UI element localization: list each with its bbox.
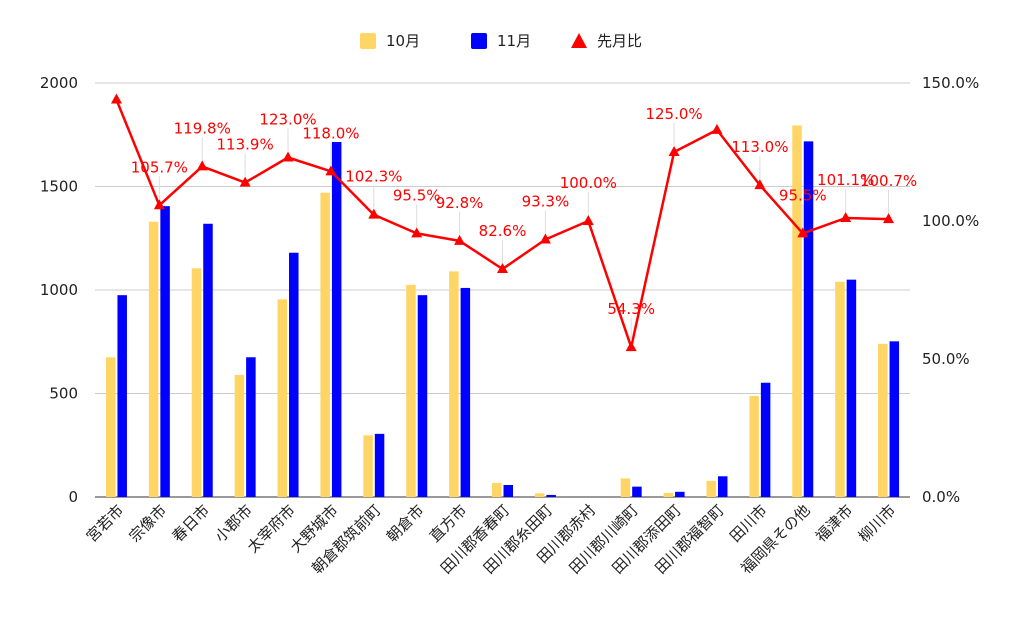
- ratio-point: [883, 213, 895, 224]
- x-category-label: 宗像市: [126, 501, 171, 546]
- bar-oct: [835, 281, 845, 497]
- bar-oct: [406, 284, 416, 497]
- ratio-data-label: 93.3%: [522, 192, 570, 210]
- bar-oct: [363, 435, 373, 497]
- y-right-tick-label: 0.0%: [922, 488, 960, 506]
- x-category-label: 柳川市: [855, 501, 900, 546]
- ratio-data-label: 82.6%: [479, 222, 527, 240]
- bar-nov: [160, 206, 170, 498]
- ratio-point: [668, 146, 680, 156]
- ratio-point: [110, 93, 122, 104]
- bar-nov: [760, 382, 771, 497]
- bar-nov: [675, 491, 685, 497]
- bar-nov: [632, 486, 642, 497]
- bar-nov: [846, 279, 857, 497]
- ratio-point: [153, 199, 165, 210]
- ratio-data-label: 100.7%: [860, 172, 917, 190]
- legend-label: 11月: [497, 32, 531, 50]
- bar-oct: [663, 492, 674, 497]
- ratio-data-label: 54.3%: [607, 300, 655, 318]
- y-right-tick-label: 50.0%: [922, 350, 970, 368]
- ratio-data-label: 105.7%: [131, 158, 188, 176]
- bar-nov: [803, 141, 814, 497]
- x-category-label: 朝倉市: [383, 501, 428, 546]
- bar-nov: [889, 341, 900, 497]
- gridlines: [95, 82, 910, 498]
- bars: [105, 125, 900, 498]
- bar-nov: [374, 433, 385, 497]
- bar-oct: [620, 478, 631, 497]
- bar-oct: [706, 480, 716, 497]
- x-category-label: 宮若市: [83, 501, 128, 546]
- ratio-point: [239, 176, 251, 187]
- bar-oct: [320, 192, 330, 497]
- x-category-label: 福津市: [812, 501, 857, 546]
- ratio-point: [840, 211, 852, 222]
- bar-nov: [203, 223, 213, 497]
- bar-nov: [417, 295, 428, 497]
- ratio-point: [325, 165, 337, 176]
- bar-nov: [460, 287, 471, 497]
- y-left-tick-label: 0: [68, 488, 78, 506]
- ratio-point: [711, 123, 723, 134]
- ratio-point: [754, 179, 766, 190]
- x-category-label: 春日市: [169, 501, 214, 546]
- bar-oct: [148, 221, 159, 497]
- bar-nov: [331, 141, 342, 497]
- ratio-data-label: 100.0%: [560, 174, 617, 192]
- y-left-tick-label: 1500: [40, 178, 78, 196]
- ratio-point: [454, 234, 466, 245]
- legend-swatch: [471, 33, 487, 49]
- bar-oct: [449, 271, 459, 497]
- ratio-data-label: 92.8%: [436, 194, 484, 212]
- y-left-tick-label: 500: [49, 385, 78, 403]
- legend: 10月 11月 先月比: [360, 32, 642, 50]
- ratio-point: [497, 263, 508, 274]
- bar-oct: [105, 357, 116, 497]
- ratio-point: [282, 151, 294, 162]
- bar-oct: [191, 268, 202, 497]
- ratio-data-label: 95.5%: [393, 186, 441, 204]
- ratio-data-label: 101.1%: [817, 171, 874, 189]
- bar-nov: [546, 494, 556, 497]
- bar-oct: [792, 125, 802, 497]
- ratio-data-label: 125.0%: [645, 105, 702, 123]
- bar-nov: [503, 484, 513, 497]
- legend-label: 先月比: [597, 32, 642, 50]
- bar-oct: [492, 482, 502, 497]
- ratio-point: [368, 208, 380, 219]
- ratio-data-label: 118.0%: [302, 124, 359, 142]
- bar-nov: [289, 252, 299, 497]
- ratio-point: [797, 227, 809, 238]
- ratio-point: [539, 233, 551, 244]
- y-right-tick-label: 100.0%: [922, 212, 979, 230]
- bar-oct: [534, 493, 545, 497]
- ratio-data-label: 113.0%: [731, 138, 788, 156]
- ratio-point: [411, 227, 423, 238]
- ratio-data-label: 95.5%: [779, 186, 827, 204]
- ratio-data-label: 102.3%: [345, 168, 402, 186]
- legend-swatch: [360, 33, 376, 49]
- ratio-point: [582, 215, 594, 225]
- ratio-data-label: 113.9%: [217, 136, 274, 154]
- bar-oct: [277, 299, 288, 497]
- ratio-point: [196, 160, 208, 171]
- y-left-tick-label: 2000: [40, 74, 78, 92]
- legend-label: 10月: [386, 32, 420, 50]
- bar-nov: [117, 295, 127, 497]
- bar-nov: [246, 357, 256, 497]
- ratio-data-label: 123.0%: [259, 111, 316, 129]
- ratio-point: [625, 341, 637, 352]
- data-labels: 105.7%119.8%113.9%123.0%118.0%102.3%95.5…: [131, 105, 917, 342]
- bar-nov: [717, 476, 728, 497]
- bar-oct: [878, 343, 888, 497]
- bar-oct: [749, 395, 759, 497]
- bar-oct: [234, 374, 245, 497]
- y-left-tick-label: 1000: [40, 281, 78, 299]
- legend-swatch-triangle: [571, 33, 587, 48]
- y-right-tick-label: 150.0%: [922, 74, 979, 92]
- ratio-line: [110, 93, 895, 352]
- ratio-data-label: 119.8%: [174, 119, 231, 137]
